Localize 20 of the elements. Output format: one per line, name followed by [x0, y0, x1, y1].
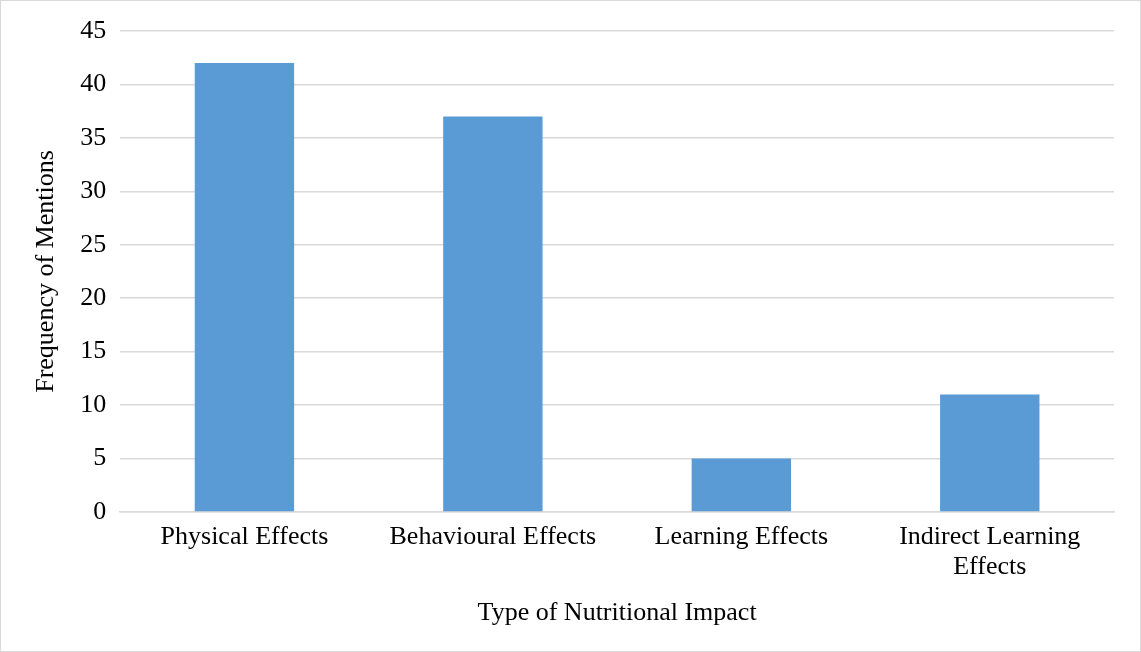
bar	[443, 116, 543, 512]
y-tick-label: 0	[93, 495, 107, 525]
y-tick-label: 45	[80, 14, 107, 44]
x-tick-label: Physical Effects	[160, 520, 329, 550]
y-tick-label: 30	[80, 175, 107, 205]
y-tick-label: 40	[80, 68, 107, 98]
y-tick-label: 35	[80, 121, 107, 151]
y-tick-label: 25	[80, 228, 107, 258]
x-axis-title: Type of Nutritional Impact	[477, 597, 758, 627]
y-tick-label: 10	[80, 388, 107, 418]
bar	[194, 63, 295, 512]
bar	[691, 458, 792, 512]
y-tick-label: 20	[80, 282, 107, 312]
y-axis-title: Frequency of Mentions	[30, 150, 60, 393]
x-tick-label: Indirect Learning Effects	[899, 520, 1081, 580]
y-tick-label: 5	[93, 442, 107, 472]
y-tick-label: 15	[80, 335, 107, 365]
x-tick-label: Behavioural Effects	[389, 520, 597, 550]
bar	[940, 394, 1040, 512]
x-tick-label: Learning Effects	[654, 520, 829, 550]
